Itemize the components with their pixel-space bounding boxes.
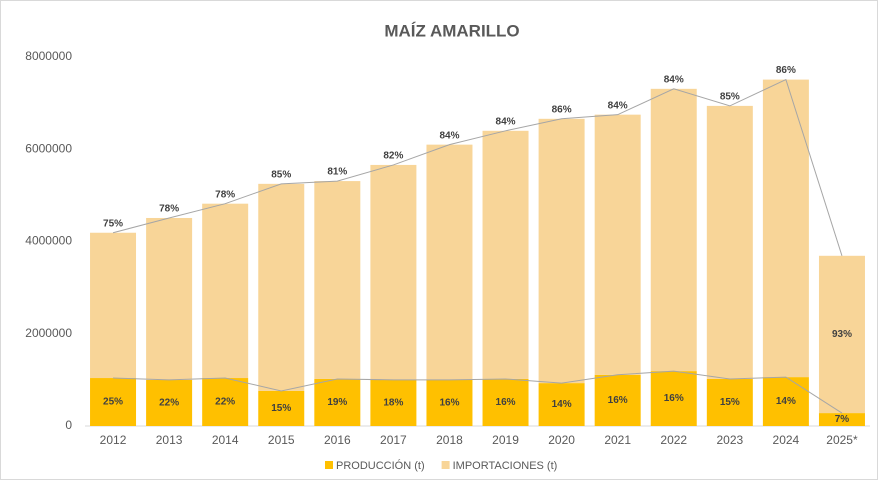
bar-segment [90,232,137,379]
trend-line [112,78,843,256]
bar-segment [482,130,529,379]
bar-segment [90,378,137,426]
percent-label: 18% [383,398,403,409]
y-tick-label: 2000000 [25,326,72,340]
percent-label: 22% [215,397,235,408]
bar-segment [762,377,809,426]
x-tick-label: 2024 [773,433,800,447]
y-tick-label: 8000000 [25,49,72,63]
y-tick-label: 4000000 [25,234,72,248]
bar-segment [202,378,249,426]
x-tick-label: 2015 [268,433,295,447]
bar-segment [314,378,361,426]
percent-label: 25% [103,397,123,408]
percent-label: 84% [439,130,459,141]
percent-label: 78% [159,204,179,215]
percent-label: 84% [608,100,628,111]
percent-label: 93% [832,329,852,340]
bar-segment [202,203,249,379]
bar-segment [594,374,641,426]
percent-label: 86% [552,104,572,115]
bar-segment [538,118,585,384]
bar-segment [818,413,865,426]
bar-segment [370,164,417,380]
bar-segment [146,379,193,426]
y-tick-label: 6000000 [25,141,72,155]
x-tick-label: 2012 [100,433,127,447]
percent-label: 16% [608,395,628,406]
bar-segment [426,379,473,426]
percent-label: 22% [159,398,179,409]
y-tick-label: 0 [65,418,72,432]
bar-segment [594,114,641,375]
percent-label: 15% [271,403,291,414]
bar-segment [762,79,809,378]
percent-label: 16% [439,398,459,409]
x-tick-label: 2021 [604,433,631,447]
bar-segment [650,88,697,372]
x-tick-label: 2022 [660,433,687,447]
bar-segment [706,378,753,426]
percent-label: 81% [327,167,347,178]
bar-segment [258,183,305,391]
percent-label: 85% [720,92,740,103]
x-tick-label: 2023 [716,433,743,447]
x-tick-label: 2025* [826,433,858,447]
percent-label: 19% [327,397,347,408]
bar-segment [258,390,305,426]
percent-label: 82% [383,151,403,162]
bar-segment [370,379,417,426]
chart-title: MAÍZ AMARILLO [384,21,519,40]
percent-label: 78% [215,189,235,200]
legend-label: IMPORTACIONES (t) [453,460,558,472]
percent-label: 14% [776,396,796,407]
percent-label: 84% [496,116,516,127]
legend-label: PRODUCCIÓN (t) [336,459,425,472]
x-tick-label: 2020 [548,433,575,447]
bar-segment [426,144,473,380]
bar-segment [818,255,865,414]
percent-label: 15% [720,397,740,408]
bar-segment [706,105,753,379]
legend-swatch [325,461,333,469]
x-tick-label: 2013 [156,433,183,447]
percent-label: 14% [552,399,572,410]
bar-segment [538,383,585,426]
percent-label: 7% [835,414,850,425]
trend-line [113,370,843,414]
x-tick-label: 2018 [436,433,463,447]
bar-segment [482,378,529,426]
x-tick-label: 2014 [212,433,239,447]
bar-segment [146,217,193,380]
x-tick-label: 2017 [380,433,407,447]
x-tick-label: 2019 [492,433,519,447]
percent-label: 16% [664,393,684,404]
percent-label: 75% [103,218,123,229]
x-tick-label: 2016 [324,433,351,447]
bar-segment [650,371,697,426]
percent-label: 86% [776,65,796,76]
legend-swatch [441,461,450,469]
bar-segment [314,181,361,379]
percent-label: 84% [664,74,684,85]
percent-label: 16% [496,397,516,408]
percent-label: 85% [271,169,291,180]
